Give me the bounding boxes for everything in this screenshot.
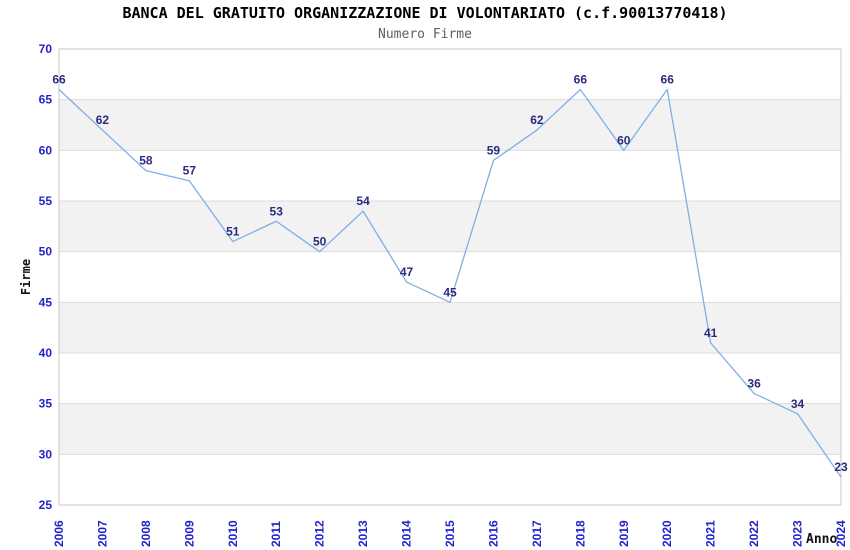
y-tick-label: 40 [39,346,53,360]
data-point-label: 36 [747,377,761,391]
y-tick-label: 25 [39,498,53,512]
data-point-label: 41 [704,326,718,340]
x-tick-label: 2015 [443,520,457,547]
data-point-label: 53 [270,204,284,218]
x-tick-label: 2019 [617,520,631,547]
x-tick-label: 2011 [269,521,283,547]
data-point-label: 60 [617,133,631,147]
x-tick-label: 2023 [791,520,805,547]
x-tick-label: 2021 [704,520,718,547]
data-point-label: 59 [487,143,501,157]
plot-band [59,454,841,505]
data-point-label: 45 [443,285,457,299]
plot-band [59,353,841,404]
x-tick-label: 2007 [95,520,109,547]
x-tick-label: 2022 [747,520,761,547]
x-tick-label: 2009 [182,520,196,547]
x-tick-label: 2012 [313,520,327,547]
y-tick-label: 70 [39,42,53,56]
x-tick-label: 2014 [400,520,414,547]
data-point-label: 50 [313,235,327,249]
data-point-label: 62 [96,113,110,127]
y-tick-label: 30 [39,447,53,461]
y-tick-label: 65 [39,93,53,107]
data-point-label: 62 [530,113,544,127]
plot-band [59,99,841,151]
plot-band [59,49,841,100]
data-point-label: 66 [52,73,66,87]
plot-band [59,150,841,201]
x-tick-label: 2016 [486,520,500,547]
data-point-label: 66 [574,73,588,87]
data-point-label: 57 [183,164,197,178]
plot-border [58,48,842,506]
y-tick-label: 50 [39,245,53,259]
y-tick-label: 55 [39,194,53,208]
data-line [58,88,842,478]
x-tick-label: 2024 [834,520,848,547]
data-point-label: 23 [834,460,848,474]
data-point-label: 34 [791,397,805,411]
x-tick-label: 2008 [139,520,153,547]
plot-band [59,201,841,252]
y-tick-label: 45 [39,295,53,309]
x-tick-label: 2017 [530,520,544,547]
data-point-label: 51 [226,225,240,239]
x-tick-label: 2006 [52,520,66,547]
plot-band [59,403,841,455]
plot-band [59,251,841,303]
y-tick-label: 35 [39,397,53,411]
chart-subtitle: Numero Firme [378,27,472,42]
x-tick-label: 2010 [226,520,240,547]
x-tick-label: 2013 [356,520,370,547]
data-point-label: 66 [661,73,675,87]
x-tick-label: 2018 [573,520,587,547]
chart-title: BANCA DEL GRATUITO ORGANIZZAZIONE DI VOL… [122,4,728,22]
y-tick-label: 60 [39,143,53,157]
data-point-label: 58 [139,154,153,168]
x-axis-title: Anno [806,532,838,547]
data-point-label: 54 [356,194,370,208]
x-tick-label: 2020 [660,520,674,547]
data-point-label: 47 [400,265,414,279]
plot-band [59,302,841,353]
